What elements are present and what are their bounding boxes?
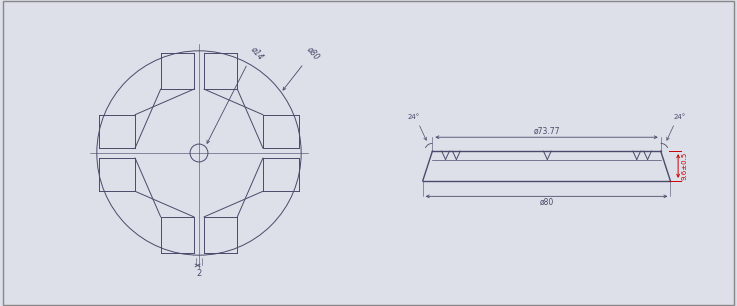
Text: 2: 2 (196, 269, 202, 278)
Text: ø14: ø14 (249, 44, 265, 61)
Text: ø80: ø80 (539, 198, 553, 207)
Text: ø73.77: ø73.77 (534, 127, 560, 136)
Text: 24°: 24° (673, 114, 685, 120)
Text: 9.6±0.5: 9.6±0.5 (681, 152, 687, 180)
Text: 24°: 24° (408, 114, 420, 120)
Text: ø80: ø80 (305, 44, 321, 61)
